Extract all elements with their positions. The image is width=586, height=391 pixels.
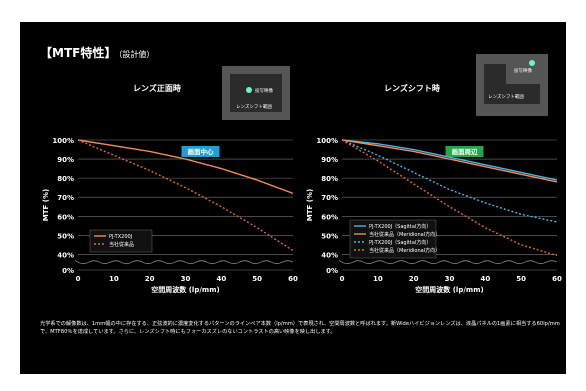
- axis-break-wave: [74, 260, 294, 265]
- x-tick-label: 10: [373, 275, 383, 283]
- legend-label: 当社従来品（Meridional方向）: [369, 247, 440, 254]
- y-tick-label: 80%: [57, 175, 74, 183]
- x-tick-label: 40: [216, 275, 226, 283]
- legend-label: PJ-TX200J: [109, 234, 132, 240]
- x-tick-label: 20: [145, 275, 155, 283]
- axis-break-wave: [338, 260, 558, 265]
- y-tick-label: 50%: [57, 232, 74, 240]
- legend-label: PJ-TX200J（Sagittal方向）: [369, 239, 431, 246]
- y-tick-label: 100%: [52, 137, 74, 145]
- x-tick-label: 10: [109, 275, 119, 283]
- chart-badge: [445, 146, 484, 157]
- x-tick-label: 60: [552, 275, 562, 283]
- lens-shift-diagram: 投写映像 レンズシフト範囲: [476, 54, 548, 116]
- series-line: [341, 139, 558, 257]
- y-tick-label: 70%: [57, 194, 74, 202]
- section-title: 【MTF特性】 （設計値）: [40, 44, 154, 61]
- chart-badge: [181, 146, 220, 157]
- y-tick-label: 50%: [321, 232, 338, 240]
- x-axis-label: 空間周波数 (lp/mm): [415, 285, 483, 294]
- x-tick-label: 50: [516, 275, 526, 283]
- mtf-chart-center: 0% 40% 50% 60% 70% 80% 90% 100% 0 10 20 30 40 50 60 空間周…: [42, 137, 298, 294]
- legend-label: 当社従来品（Meridional方向）: [369, 231, 440, 238]
- y-axis-label: MTF (%): [42, 189, 50, 221]
- y-tick-label: 90%: [57, 156, 74, 164]
- y-tick-label: 40%: [57, 251, 74, 259]
- lens-front-diagram: 投写映像 レンズシフト範囲: [222, 66, 290, 120]
- diagram-mark-text: 投写映像: [255, 87, 273, 94]
- diagram-area-text: レンズシフト範囲: [488, 93, 524, 100]
- lens-front-label: レンズ正面時: [133, 84, 181, 93]
- diagram-area-text: レンズシフト範囲: [236, 103, 272, 110]
- lens-shift-label: レンズシフト時: [384, 84, 440, 93]
- explanation-note: 光学系での解像数は、1mm幅の中に存在する、正弦波的に濃度変化するパターンのライ…: [40, 321, 560, 335]
- subtitle-text: （設計値）: [118, 50, 155, 59]
- mtf-chart-edge: 0% 40% 50% 60% 70% 80% 90% 100% 0 10 20 30 40 50 60 空間周…: [306, 137, 562, 294]
- diagram-mark-text: 投写映像: [514, 67, 532, 74]
- legend-label: PJ-TX200J（Sagittal方向）: [369, 223, 431, 230]
- legend-label: 当社従来品: [109, 241, 134, 248]
- y-tick-label: 60%: [321, 213, 338, 221]
- series-line: [341, 139, 558, 183]
- y-tick-label: 60%: [57, 213, 74, 221]
- center-point-icon: [246, 87, 252, 93]
- series-line: [77, 139, 294, 195]
- y-tick-label: 70%: [321, 194, 338, 202]
- x-tick-label: 0: [76, 275, 81, 283]
- diagram-inner: [230, 74, 282, 112]
- x-tick-label: 40: [480, 275, 490, 283]
- series-line: [77, 139, 294, 252]
- y-tick-label: 40%: [321, 251, 338, 259]
- y-tick-label: 0%: [62, 267, 74, 275]
- x-tick-label: 60: [288, 275, 298, 283]
- y-tick-label: 100%: [316, 137, 338, 145]
- x-tick-label: 30: [445, 275, 455, 283]
- y-axis-label: MTF (%): [306, 189, 314, 221]
- chart-badge-text: 画面周辺: [452, 147, 479, 156]
- series-line: [341, 139, 558, 181]
- x-tick-label: 0: [340, 275, 345, 283]
- shifted-area: [506, 58, 542, 84]
- y-tick-label: 90%: [321, 156, 338, 164]
- x-tick-label: 30: [181, 275, 191, 283]
- title-text: 【MTF特性】: [40, 46, 117, 60]
- y-tick-label: 80%: [321, 175, 338, 183]
- chart-badge-text: 画面中心: [188, 147, 215, 156]
- x-tick-label: 50: [252, 275, 262, 283]
- y-tick-label: 0%: [326, 267, 338, 275]
- x-axis-label: 空間周波数 (lp/mm): [151, 285, 219, 294]
- corner-point-icon: [529, 60, 535, 66]
- mtf-panel: [20, 22, 566, 374]
- x-tick-label: 20: [409, 275, 419, 283]
